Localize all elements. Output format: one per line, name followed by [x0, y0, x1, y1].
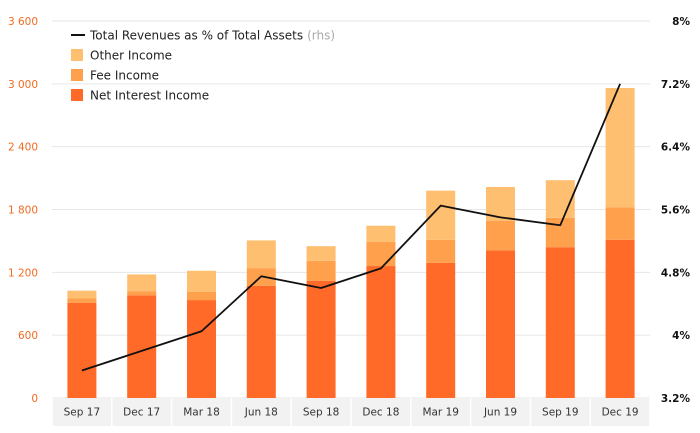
x-tick-label: Sep 19 [542, 407, 579, 419]
right-tick-label: 3.2% [661, 393, 691, 405]
left-tick-label: 3 000 [8, 79, 38, 91]
right-tick-label: 7.2% [661, 79, 691, 91]
bar-other-income-0 [67, 290, 97, 299]
bar-net-interest-income-4 [306, 280, 336, 398]
bar-fee-income-5 [366, 241, 396, 267]
bar-net-interest-income-8 [545, 247, 575, 398]
right-tick-label: 6.4% [661, 142, 691, 154]
bar-other-income-1 [127, 274, 157, 292]
bar-other-income-2 [187, 270, 216, 292]
left-axis: 0 600 1 200 1 800 2 400 3 000 3 600 [8, 16, 38, 405]
right-tick-label: 8% [672, 16, 690, 28]
left-tick-label: 3 600 [8, 16, 38, 28]
x-axis-band: Sep 17 Dec 17 Mar 18 Jun 18 Sep 18 Dec 18 Mar … [51, 398, 651, 426]
x-tick-label: Sep 17 [64, 407, 101, 419]
bar-net-interest-income-0 [67, 302, 97, 398]
x-tick-label: Jun 19 [483, 407, 517, 419]
revenue-ratio-line [81, 83, 621, 372]
x-tick-label: Mar 19 [422, 407, 459, 419]
x-tick-label: Mar 18 [183, 407, 220, 419]
bar-fee-income-2 [187, 291, 216, 301]
right-tick-label: 5.6% [661, 205, 691, 217]
x-tick-label: Dec 19 [602, 407, 639, 419]
right-tick-label: 4% [672, 330, 690, 342]
bar-fee-income-8 [545, 217, 575, 248]
bar-other-income-5 [366, 225, 396, 242]
bar-net-interest-income-2 [187, 300, 216, 398]
bar-fee-income-0 [67, 298, 97, 303]
bar-other-income-8 [545, 180, 575, 218]
right-axis: 3.2% 4% 4.8% 5.6% 6.4% 7.2% 8% [661, 16, 691, 405]
bar-fee-income-9 [605, 207, 635, 240]
bar-fee-income-1 [127, 291, 157, 296]
legend: Total Revenues as % of Total Assets (rhs)… [71, 29, 335, 103]
legend-nii-label: Net Interest Income [90, 89, 209, 103]
left-tick-label: 0 [31, 393, 38, 405]
legend-fee-label: Fee Income [90, 69, 159, 83]
left-tick-label: 1 200 [8, 267, 38, 279]
x-tick-label: Jun 18 [244, 407, 278, 419]
left-tick-label: 600 [18, 330, 38, 342]
bars-group [67, 88, 635, 398]
revenue-ratio-line-group [81, 83, 621, 372]
bar-fee-income-6 [426, 239, 456, 263]
bar-net-interest-income-1 [127, 295, 157, 398]
bar-net-interest-income-7 [486, 250, 515, 398]
legend-other-label: Other Income [90, 49, 172, 63]
bar-fee-income-4 [306, 260, 336, 281]
bar-net-interest-income-3 [246, 285, 276, 398]
legend-other-swatch [71, 49, 83, 61]
legend-nii-swatch [71, 89, 83, 101]
x-tick-label: Sep 18 [303, 407, 340, 419]
legend-line-label: Total Revenues as % of Total Assets (rhs) [89, 29, 335, 43]
bar-net-interest-income-5 [366, 266, 396, 398]
bar-other-income-3 [246, 240, 276, 269]
bar-net-interest-income-9 [605, 239, 635, 398]
legend-fee-swatch [71, 69, 83, 81]
right-tick-label: 4.8% [661, 267, 691, 279]
left-tick-label: 2 400 [8, 142, 38, 154]
bar-other-income-4 [306, 246, 336, 261]
legend-line-note: (rhs) [307, 29, 335, 43]
bar-net-interest-income-6 [426, 262, 456, 398]
x-tick-label: Dec 18 [362, 407, 399, 419]
x-tick-label: Dec 17 [123, 407, 160, 419]
left-tick-label: 1 800 [8, 205, 38, 217]
bar-fee-income-7 [486, 221, 515, 251]
